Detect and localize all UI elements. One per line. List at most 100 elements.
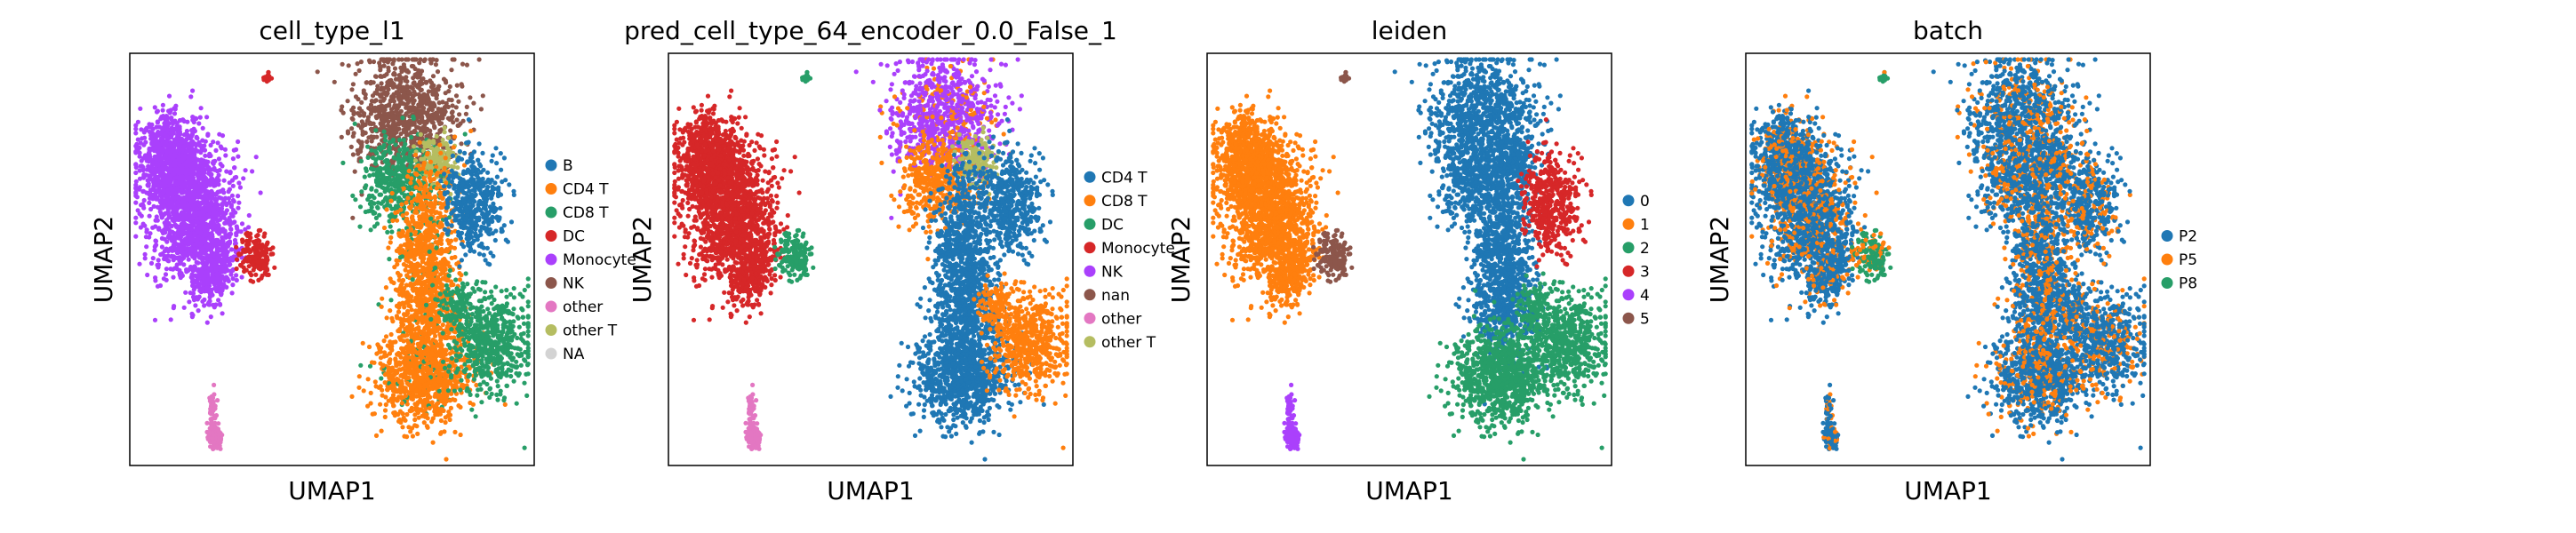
scatter-point bbox=[228, 272, 233, 276]
scatter-point bbox=[170, 254, 174, 259]
scatter-point bbox=[149, 142, 154, 147]
scatter-point bbox=[351, 106, 356, 110]
scatter-point bbox=[415, 72, 420, 76]
scatter-point bbox=[352, 131, 356, 135]
scatter-point bbox=[188, 223, 193, 227]
scatter-point bbox=[200, 166, 204, 171]
scatter-point bbox=[398, 80, 403, 84]
scatter-point bbox=[404, 282, 409, 287]
scatter-point bbox=[198, 115, 203, 120]
scatter-point bbox=[164, 272, 168, 276]
scatter-point bbox=[373, 128, 378, 132]
scatter-point bbox=[412, 271, 417, 275]
scatter-point bbox=[232, 165, 236, 170]
scatter-point bbox=[265, 273, 269, 277]
scatter-point bbox=[136, 138, 140, 142]
scatter-point bbox=[207, 203, 212, 207]
scatter-point bbox=[177, 255, 181, 259]
scatter-point bbox=[365, 197, 370, 202]
scatter-point bbox=[380, 81, 384, 85]
scatter-point bbox=[216, 298, 220, 302]
scatter-point bbox=[451, 120, 455, 124]
scatter-point bbox=[407, 90, 412, 94]
scatter-point bbox=[154, 190, 158, 195]
scatter-point bbox=[387, 257, 391, 261]
scatter-point bbox=[133, 131, 138, 135]
scatter-point bbox=[210, 417, 214, 421]
scatter-point bbox=[411, 57, 415, 61]
scatter-point bbox=[183, 290, 188, 295]
scatter-point bbox=[346, 131, 350, 135]
scatter-point bbox=[394, 259, 398, 263]
scatter-point bbox=[418, 167, 422, 171]
scatter-point bbox=[227, 235, 231, 239]
scatter-point bbox=[174, 209, 179, 213]
scatter-point bbox=[163, 179, 167, 183]
scatter-point bbox=[420, 195, 425, 199]
scatter-point bbox=[165, 135, 170, 139]
scatter-point bbox=[223, 153, 228, 157]
scatter-point bbox=[212, 193, 217, 197]
scatter-point bbox=[455, 84, 460, 88]
scatter-point bbox=[154, 163, 158, 168]
scatter-point bbox=[460, 62, 465, 67]
scatter-point bbox=[204, 253, 209, 258]
scatter-point bbox=[445, 146, 450, 150]
scatter-point bbox=[180, 250, 184, 254]
scatter-point bbox=[191, 205, 196, 210]
scatter-point bbox=[452, 134, 457, 139]
scatter-point bbox=[374, 151, 379, 155]
scatter-point bbox=[133, 171, 138, 175]
scatter-point bbox=[167, 227, 172, 232]
panel-1: cell_type_l1UMAP1UMAP2BCD4 TCD8 TDCMonoc… bbox=[89, 16, 636, 505]
scatter-point bbox=[234, 245, 238, 250]
scatter-point bbox=[417, 104, 421, 108]
scatter-point bbox=[236, 180, 241, 185]
scatter-point bbox=[143, 140, 148, 145]
scatter-point bbox=[167, 94, 172, 99]
scatter-point bbox=[391, 122, 396, 126]
scatter-point bbox=[156, 119, 160, 123]
scatter-point bbox=[380, 75, 384, 79]
scatter-point bbox=[235, 258, 239, 262]
scatter-point bbox=[463, 131, 468, 136]
scatter-point bbox=[156, 184, 161, 188]
scatter-point bbox=[379, 193, 383, 197]
scatter-point bbox=[220, 235, 224, 240]
scatter-point bbox=[162, 115, 166, 120]
scatter-point bbox=[180, 183, 184, 187]
scatter-point bbox=[223, 245, 228, 250]
scatter-point bbox=[257, 266, 261, 270]
scatter-point bbox=[209, 249, 213, 253]
scatter-point bbox=[435, 172, 439, 177]
scatter-point bbox=[428, 102, 432, 107]
scatter-point bbox=[253, 251, 258, 255]
scatter-point bbox=[200, 209, 204, 213]
scatter-point bbox=[247, 213, 252, 218]
scatter-point bbox=[212, 421, 217, 426]
scatter-point bbox=[361, 132, 365, 137]
scatter-point bbox=[218, 303, 222, 307]
scatter-point bbox=[133, 235, 138, 239]
scatter-point bbox=[382, 64, 387, 68]
scatter-point bbox=[188, 176, 192, 180]
scatter-point bbox=[177, 171, 181, 175]
scatter-point bbox=[440, 99, 444, 104]
scatter-point bbox=[208, 221, 212, 226]
scatter-point bbox=[357, 113, 362, 117]
scatter-point bbox=[393, 67, 397, 71]
scatter-point bbox=[239, 251, 244, 256]
scatter-point bbox=[427, 235, 431, 240]
scatter-point bbox=[383, 134, 388, 139]
scatter-point bbox=[383, 159, 388, 163]
scatter-point bbox=[465, 105, 469, 109]
scatter-point bbox=[222, 179, 227, 183]
scatter-point bbox=[402, 262, 406, 266]
scatter-point bbox=[170, 249, 174, 253]
scatter-point bbox=[172, 171, 176, 176]
scatter-point bbox=[153, 278, 157, 282]
scatter-point bbox=[352, 110, 356, 115]
scatter-point bbox=[390, 191, 395, 195]
scatter-point bbox=[215, 398, 220, 402]
scatter-point bbox=[374, 75, 379, 79]
